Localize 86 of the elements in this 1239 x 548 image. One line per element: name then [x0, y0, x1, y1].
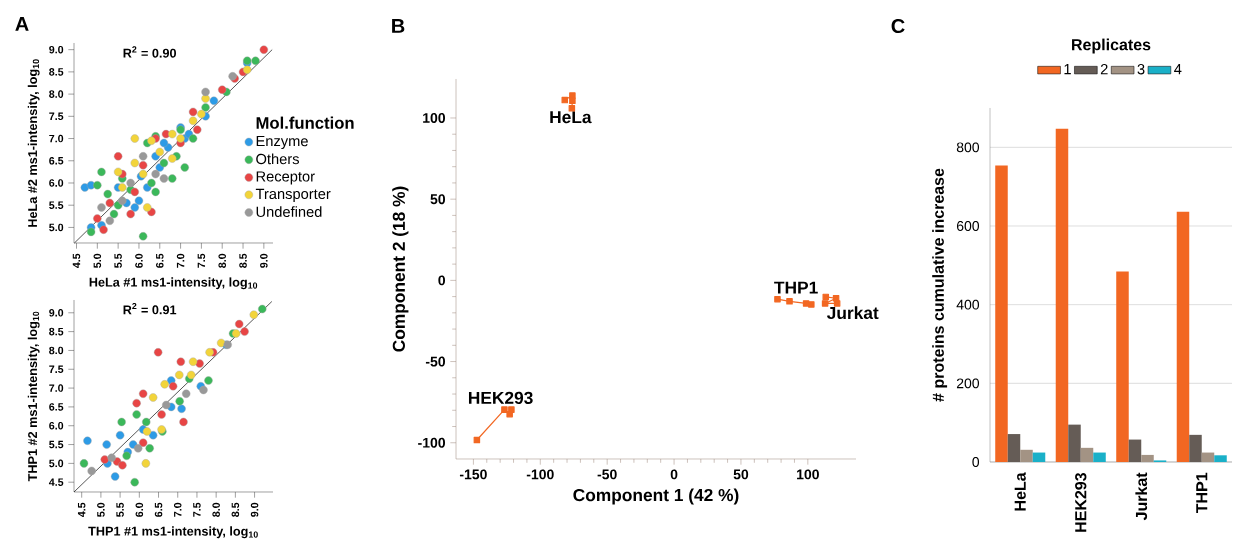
x-tick-label: 100	[797, 469, 819, 480]
x-tick-label: Jurkat	[1135, 472, 1148, 521]
legend-label: 2	[1100, 64, 1108, 75]
legend-label: Undefined	[256, 206, 322, 218]
x-tick-label: 6.5	[156, 253, 164, 268]
y-tick-label: 400	[956, 299, 980, 310]
y-axis-title: Component 2 (18 %)	[392, 186, 409, 352]
legend-label: Transporter	[255, 188, 331, 202]
x-tick-label: 50	[733, 469, 749, 480]
y-tick-label: 5.5	[49, 440, 64, 449]
y-tick-label: 5.5	[49, 201, 64, 209]
x-tick-label: 7.5	[197, 253, 206, 268]
x-tick-label: 4.5	[77, 502, 86, 518]
legend-label: 1	[1064, 64, 1071, 75]
x-axis-title: Component 1 (42 %)	[573, 488, 739, 505]
y-tick-label: 0	[972, 457, 980, 467]
x-tick-label: 8.0	[218, 253, 226, 268]
series-label: THP1	[774, 281, 818, 294]
y-tick-label: 6.5	[49, 157, 64, 165]
y-tick-label: 6.0	[49, 179, 64, 187]
y-tick-label: -50	[425, 356, 446, 367]
y-tick-label: 200	[956, 378, 980, 389]
annotation: R$^{2}$ = 0.91	[123, 302, 177, 315]
x-tick-label: 0	[670, 469, 678, 480]
chart-title: B	[392, 19, 405, 33]
legend-label: Others	[256, 153, 299, 165]
y-tick-label: 7.5	[49, 112, 64, 121]
x-tick-label: 7.0	[173, 502, 182, 517]
y-tick-label: 100	[423, 113, 446, 123]
y-tick-label: 5.0	[49, 223, 64, 232]
legend-label: 4	[1174, 64, 1182, 75]
x-tick-label: 4.5	[72, 253, 81, 269]
y-tick-label: 8.0	[49, 90, 64, 98]
legend-label: Enzyme	[256, 136, 308, 150]
x-tick-label: THP1	[1196, 472, 1208, 514]
x-tick-label: 6.0	[135, 502, 144, 517]
x-tick-label: -150	[459, 469, 487, 480]
y-tick-label: 7.0	[49, 384, 64, 392]
y-tick-label: 0	[438, 275, 446, 286]
legend-title: Mol.function	[256, 116, 354, 129]
legend-title: Replicates	[1072, 38, 1151, 54]
y-tick-label: 8.5	[49, 327, 64, 336]
y-tick-label: -100	[418, 437, 446, 448]
x-tick-label: 9.0	[250, 502, 259, 517]
y-tick-label: 9.0	[49, 309, 64, 317]
series-label: HEK293	[468, 391, 533, 405]
x-axis-title: HeLa #1 ms1-intensity, log$_{10}$	[89, 277, 258, 290]
y-tick-label: 50	[430, 194, 446, 205]
y-tick-label: 800	[956, 142, 980, 153]
y-tick-label: 4.5	[48, 478, 64, 486]
y-axis-title: THP1 #2 ms1-intensity, log$_{10}$	[27, 311, 40, 482]
x-tick-label: 5.0	[93, 253, 102, 268]
y-tick-label: 600	[956, 221, 980, 231]
x-tick-label: 5.0	[97, 502, 105, 517]
x-tick-label: -50	[597, 469, 617, 480]
y-axis-title: HeLa #2 ms1-intensity, log$_{10}$	[27, 59, 40, 227]
chart-title: A	[15, 17, 29, 31]
y-tick-label: 6.0	[49, 421, 64, 430]
x-axis-title: THP1 #1 ms1-intensity, log$_{10}$	[88, 526, 258, 539]
y-tick-label: 7.0	[49, 134, 64, 143]
x-tick-label: 6.5	[154, 502, 163, 517]
series-label: Jurkat	[826, 306, 879, 320]
x-tick-label: 7.0	[176, 253, 185, 268]
x-tick-label: -100	[526, 469, 554, 480]
annotation: R$^{2}$ = 0.90	[123, 46, 177, 58]
x-tick-label: HeLa	[1014, 472, 1026, 511]
x-tick-label: 8.0	[212, 502, 220, 517]
y-axis-title: # proteins cumulative increase	[932, 168, 948, 402]
x-tick-label: 8.5	[239, 253, 247, 268]
y-tick-label: 6.5	[49, 403, 64, 411]
x-tick-label: 6.0	[135, 253, 143, 268]
y-tick-label: 8.0	[49, 346, 64, 355]
chart-title: C	[891, 18, 905, 34]
y-tick-label: 8.5	[49, 68, 64, 76]
legend-label: Receptor	[256, 171, 315, 185]
x-tick-label: 5.5	[114, 253, 122, 268]
y-tick-label: 5.0	[49, 459, 64, 468]
x-tick-label: 9.0	[260, 253, 268, 268]
x-tick-label: 8.5	[231, 502, 240, 517]
y-tick-label: 7.5	[49, 365, 64, 373]
y-tick-label: 9.0	[49, 45, 64, 54]
x-tick-label: 7.5	[193, 502, 201, 517]
x-tick-label: HEK293	[1075, 472, 1087, 532]
legend-label: 3	[1137, 64, 1145, 75]
x-tick-label: 5.5	[116, 502, 124, 517]
series-label: HeLa	[550, 111, 592, 124]
